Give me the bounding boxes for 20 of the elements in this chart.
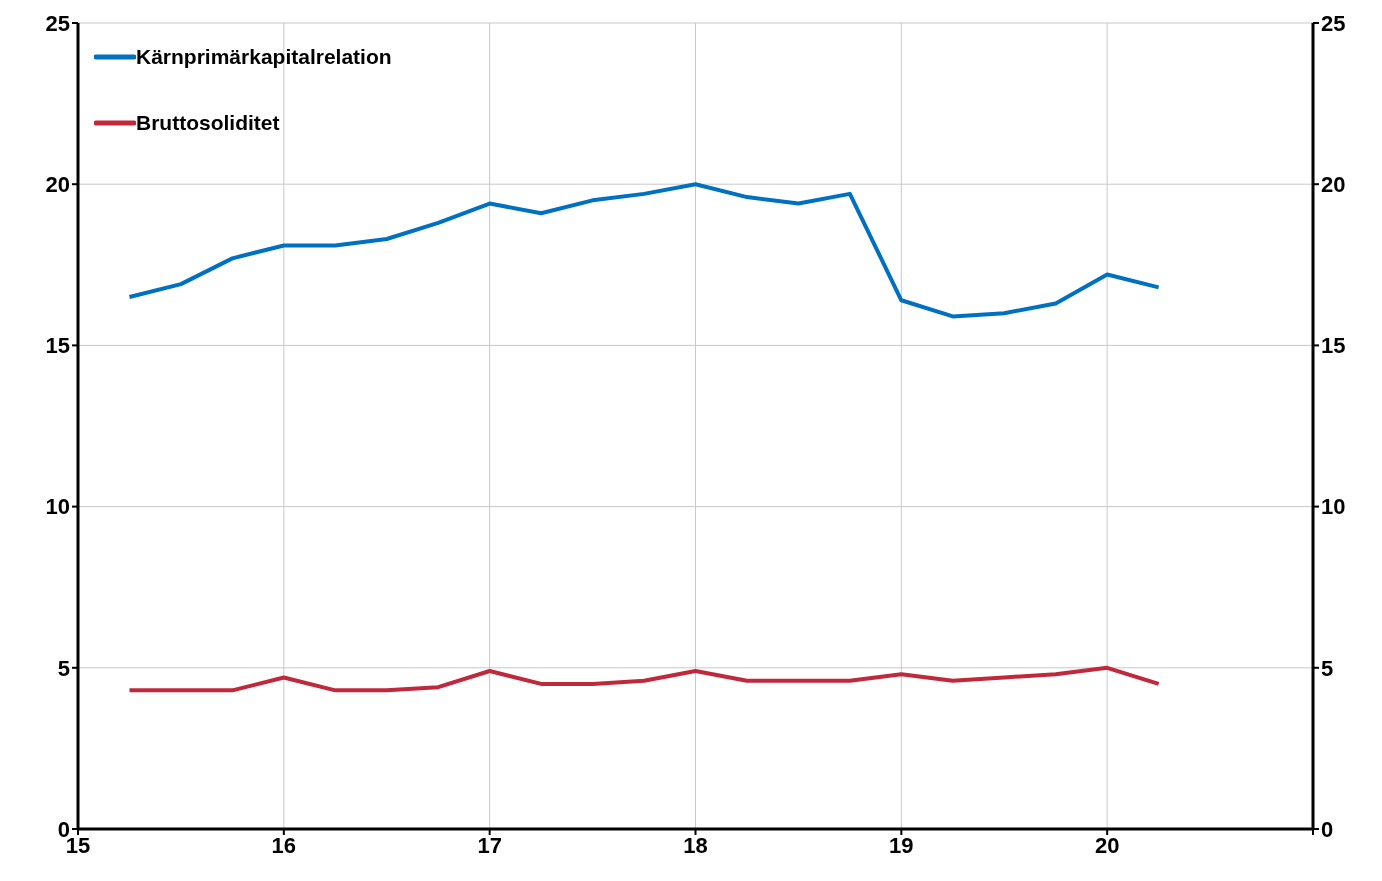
- y2-tick-label: 10: [1321, 494, 1346, 520]
- y2-tick-label: 15: [1321, 333, 1346, 359]
- y2-tick-label: 20: [1321, 172, 1346, 198]
- y-tick-label: 25: [45, 10, 70, 36]
- legend-label: Kärnprimärkapitalrelation: [136, 45, 392, 69]
- y2-tick-label: 25: [1321, 10, 1346, 36]
- y-tick-label: 10: [45, 494, 70, 520]
- x-tick-label: 18: [683, 832, 708, 858]
- y2-tick-label: 5: [1321, 655, 1334, 681]
- line-series: [127, 665, 1161, 693]
- legend-label: Bruttosoliditet: [136, 111, 280, 135]
- x-tick-label: 16: [271, 832, 297, 858]
- y2-tick-label: 0: [1321, 816, 1334, 842]
- x-tick-label: 20: [1094, 832, 1120, 858]
- y-tick-label: 20: [45, 172, 70, 198]
- x-tick-label: 19: [889, 832, 914, 858]
- y-tick-label: 5: [57, 655, 70, 681]
- line-series: [127, 182, 1161, 319]
- y-tick-label: 15: [45, 333, 70, 359]
- x-tick-label: 17: [477, 832, 502, 858]
